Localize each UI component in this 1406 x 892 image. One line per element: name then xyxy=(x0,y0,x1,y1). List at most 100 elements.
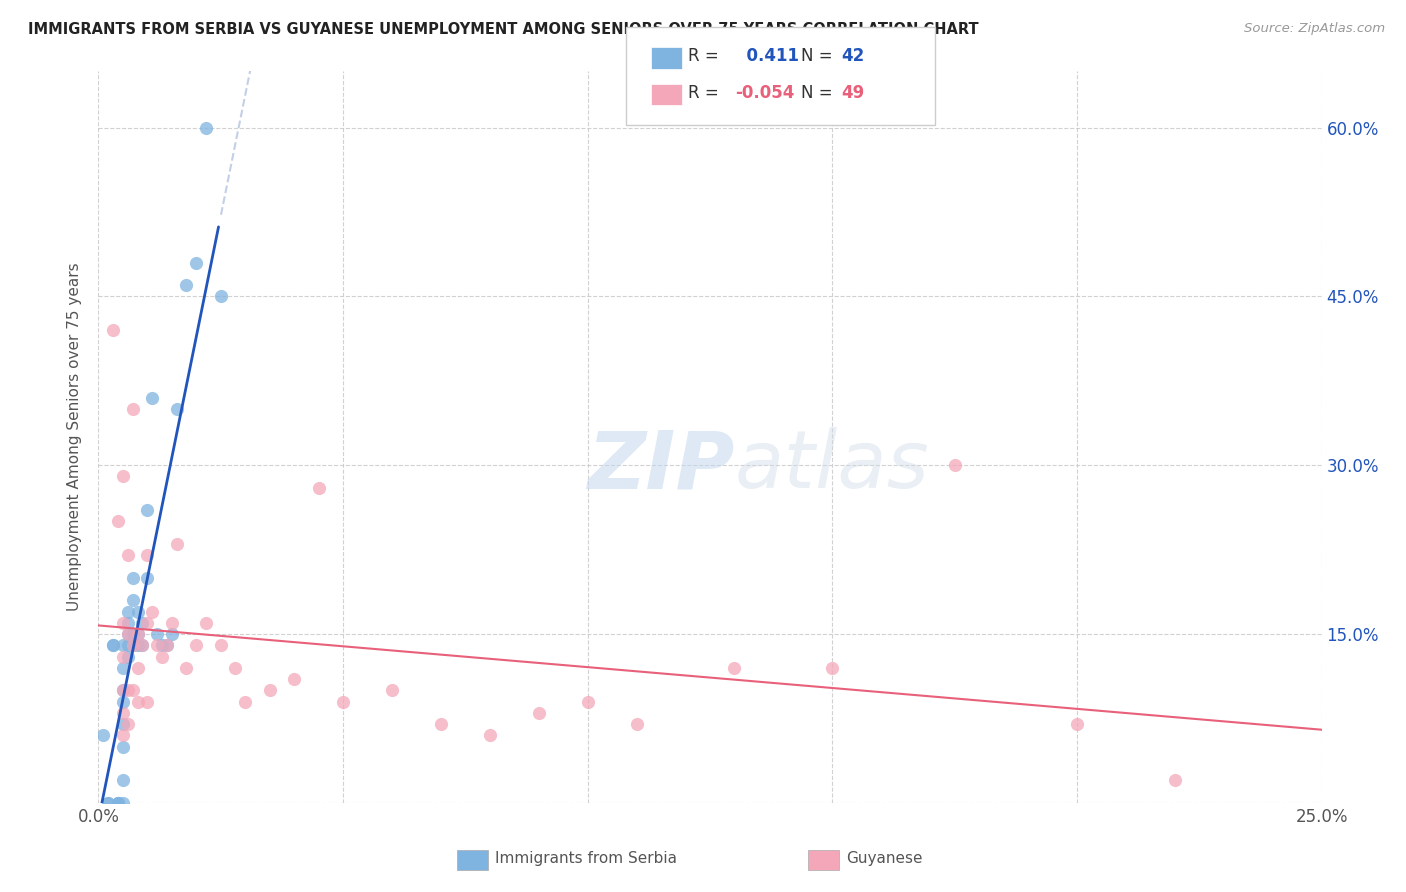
Point xyxy=(121,638,143,652)
Point xyxy=(127,627,149,641)
Point xyxy=(111,796,134,810)
Point xyxy=(224,661,246,675)
Text: 49: 49 xyxy=(841,84,865,102)
Text: R =: R = xyxy=(688,47,724,65)
Point xyxy=(259,683,281,698)
Point xyxy=(146,627,169,641)
Point xyxy=(127,661,149,675)
Point xyxy=(111,683,134,698)
Point xyxy=(111,638,134,652)
Point xyxy=(97,796,120,810)
Text: 42: 42 xyxy=(841,47,865,65)
Point xyxy=(111,717,134,731)
Point xyxy=(136,694,159,708)
Point xyxy=(107,515,129,529)
Point xyxy=(195,120,218,135)
Point xyxy=(117,615,139,630)
Point xyxy=(117,649,139,664)
Point xyxy=(283,672,305,686)
Point xyxy=(117,627,139,641)
Point xyxy=(121,571,143,585)
Point xyxy=(176,661,198,675)
Point xyxy=(136,615,159,630)
Point xyxy=(111,773,134,788)
Point xyxy=(117,683,139,698)
Point xyxy=(430,717,453,731)
Point xyxy=(97,796,120,810)
Text: Source: ZipAtlas.com: Source: ZipAtlas.com xyxy=(1244,22,1385,36)
Point xyxy=(332,694,354,708)
Point xyxy=(156,638,179,652)
Point xyxy=(121,638,143,652)
Point xyxy=(160,615,183,630)
Point xyxy=(107,796,129,810)
Point xyxy=(150,649,173,664)
Point xyxy=(209,638,232,652)
Point xyxy=(136,503,159,517)
Point xyxy=(107,796,129,810)
Point xyxy=(527,706,550,720)
Point xyxy=(117,627,139,641)
Point xyxy=(127,694,149,708)
Point xyxy=(117,605,139,619)
Point xyxy=(111,683,134,698)
Point xyxy=(111,615,134,630)
Point xyxy=(111,469,134,483)
Point xyxy=(117,638,139,652)
Point xyxy=(626,717,648,731)
Point xyxy=(107,796,129,810)
Point xyxy=(146,638,169,652)
Text: Guyanese: Guyanese xyxy=(846,852,922,866)
Point xyxy=(156,638,179,652)
Point xyxy=(127,638,149,652)
Point xyxy=(131,615,153,630)
Point xyxy=(141,605,163,619)
Point xyxy=(111,706,134,720)
Point xyxy=(943,458,966,473)
Point xyxy=(308,481,330,495)
Point xyxy=(111,661,134,675)
Text: -0.054: -0.054 xyxy=(735,84,794,102)
Point xyxy=(136,571,159,585)
Point xyxy=(136,548,159,562)
Point xyxy=(160,627,183,641)
Point xyxy=(576,694,599,708)
Y-axis label: Unemployment Among Seniors over 75 years: Unemployment Among Seniors over 75 years xyxy=(67,263,83,611)
Point xyxy=(141,391,163,405)
Point xyxy=(176,278,198,293)
Point xyxy=(166,537,188,551)
Point xyxy=(186,638,208,652)
Point xyxy=(121,627,143,641)
Point xyxy=(150,638,173,652)
Point xyxy=(127,605,149,619)
Point xyxy=(111,694,134,708)
Point xyxy=(101,638,124,652)
Point xyxy=(478,728,501,742)
Point xyxy=(101,323,124,337)
Text: N =: N = xyxy=(801,84,838,102)
Point xyxy=(121,401,143,416)
Point xyxy=(117,717,139,731)
Point xyxy=(1066,717,1088,731)
Point xyxy=(91,728,114,742)
Point xyxy=(195,615,218,630)
Point xyxy=(111,728,134,742)
Point xyxy=(381,683,404,698)
Point xyxy=(121,683,143,698)
Point xyxy=(117,548,139,562)
Point xyxy=(1164,773,1187,788)
Point xyxy=(101,638,124,652)
Text: atlas: atlas xyxy=(734,427,929,506)
Text: ZIP: ZIP xyxy=(588,427,734,506)
Point xyxy=(821,661,844,675)
Point xyxy=(233,694,256,708)
Point xyxy=(131,638,153,652)
Text: Immigrants from Serbia: Immigrants from Serbia xyxy=(495,852,676,866)
Point xyxy=(723,661,745,675)
Text: N =: N = xyxy=(801,47,838,65)
Point xyxy=(121,593,143,607)
Point xyxy=(127,627,149,641)
Text: 0.411: 0.411 xyxy=(735,47,800,65)
Point xyxy=(111,739,134,754)
Text: R =: R = xyxy=(688,84,724,102)
